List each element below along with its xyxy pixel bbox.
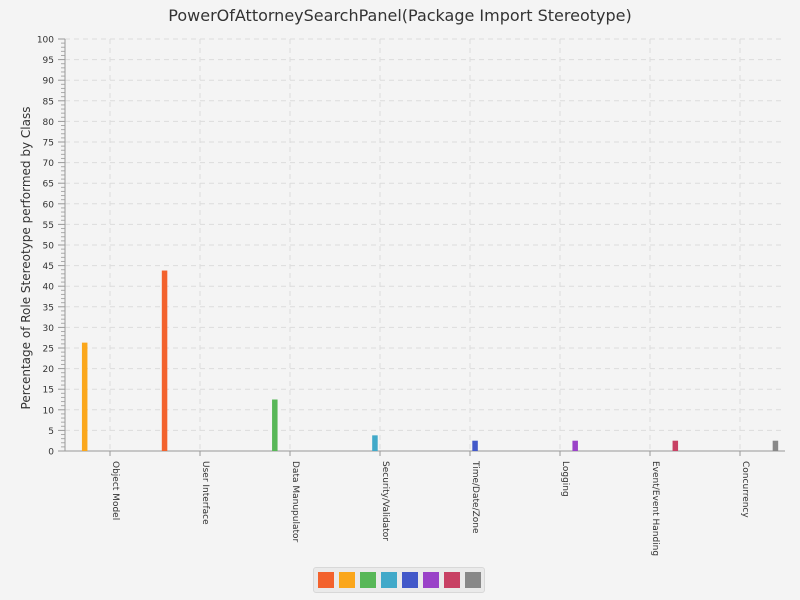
y-tick-label: 30 <box>43 324 55 334</box>
bar <box>272 399 278 451</box>
y-tick-label: 50 <box>43 242 55 252</box>
y-tick-label: 40 <box>43 283 55 293</box>
bars <box>81 270 779 451</box>
x-tick-labels: Object Model User Interface Data Manupulat… <box>110 460 750 556</box>
x-tick-label: Time/Date/Zone <box>470 460 480 534</box>
bar <box>372 435 378 451</box>
y-tick-label: 35 <box>43 303 54 313</box>
y-tick-label: 20 <box>43 365 55 375</box>
y-tick-label: 25 <box>43 345 54 355</box>
y-tick-label: 65 <box>43 180 54 190</box>
legend-swatch <box>464 572 481 588</box>
y-tick-labels: 0 5 10 15 20 25 30 35 40 45 50 55 60 65 70 75 80 85 90 95 10… <box>37 36 54 458</box>
x-tick-label: Logging <box>560 461 570 497</box>
y-tick-label: 85 <box>43 97 54 107</box>
chart-title: PowerOfAttorneySearchPanel(Package Impor… <box>168 6 632 25</box>
y-tick-label: 15 <box>43 386 54 396</box>
y-tick-label: 90 <box>43 77 55 87</box>
legend-swatch <box>443 572 460 588</box>
y-tick-label: 45 <box>43 262 54 272</box>
x-tick-label: User Interface <box>200 461 210 525</box>
legend <box>313 567 485 593</box>
y-tick-label: 60 <box>43 200 55 210</box>
bar <box>772 440 779 451</box>
legend-swatch <box>401 572 418 588</box>
legend-swatch <box>422 572 439 588</box>
y-tick-label: 55 <box>43 221 54 231</box>
y-tick-label: 0 <box>48 448 54 458</box>
y-tick-label: 5 <box>48 427 54 437</box>
grid-lines <box>65 38 785 451</box>
bar <box>472 440 478 451</box>
legend-swatch <box>317 572 334 588</box>
bar <box>81 342 88 451</box>
x-tick-label: Object Model <box>110 461 120 520</box>
y-tick-label: 80 <box>43 118 55 128</box>
bar <box>572 440 578 451</box>
x-tick-label: Event/Event Handing <box>650 461 660 556</box>
x-tick-label: Security/Validator <box>380 461 390 541</box>
y-tick-label: 70 <box>43 159 55 169</box>
bar <box>161 270 168 451</box>
y-tick-label: 95 <box>43 56 54 66</box>
y-tick-label: 100 <box>37 36 54 46</box>
legend-swatch <box>338 572 355 588</box>
y-axis-label: Percentage of Role Stereotype performed … <box>19 107 33 410</box>
x-tick-label: Data Manupulator <box>290 461 300 543</box>
bar <box>672 440 679 451</box>
legend-swatch <box>380 572 397 588</box>
y-tick-label: 10 <box>43 406 55 416</box>
x-tick-label: Concurrency <box>740 461 750 518</box>
axes <box>58 38 785 456</box>
legend-swatch <box>359 572 376 588</box>
y-tick-label: 75 <box>43 139 54 149</box>
